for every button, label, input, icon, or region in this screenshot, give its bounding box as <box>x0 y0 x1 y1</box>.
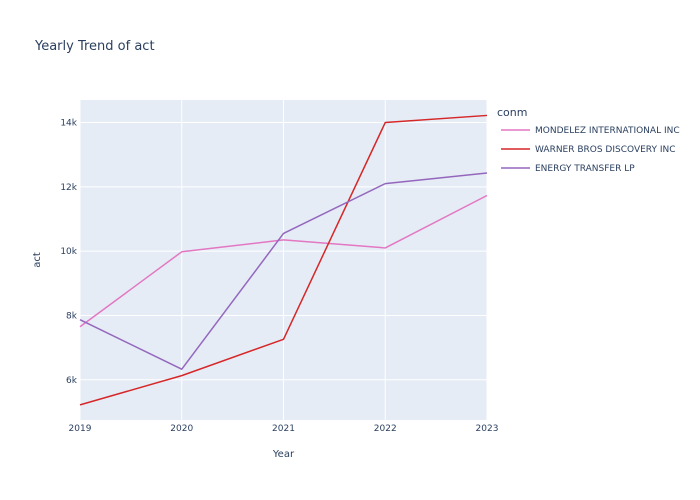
x-tick-label: 2022 <box>374 424 397 434</box>
series-lines <box>79 114 488 406</box>
y-tick-label: 10k <box>60 247 77 257</box>
legend-item[interactable]: ENERGY TRANSFER LP <box>501 164 635 174</box>
x-tick-label: 2020 <box>170 424 193 434</box>
legend-item[interactable]: MONDELEZ INTERNATIONAL INC <box>501 126 680 136</box>
series-line-2[interactable] <box>79 114 488 406</box>
x-axis-title: Year <box>272 449 295 460</box>
x-tick-label: 2019 <box>69 424 92 434</box>
x-axis-ticks: 2019 2020 2021 2022 2023 <box>69 424 499 434</box>
x-tick-label: 2021 <box>272 424 295 434</box>
legend-title: conm <box>497 106 527 119</box>
chart-title: Yearly Trend of act <box>34 39 155 54</box>
y-axis-title: act <box>32 252 43 268</box>
y-tick-label: 8k <box>66 311 78 321</box>
series-line-3[interactable] <box>79 172 488 370</box>
legend-label: MONDELEZ INTERNATIONAL INC <box>535 126 680 136</box>
x-tick-label: 2023 <box>476 424 499 434</box>
y-tick-label: 6k <box>66 376 78 386</box>
y-tick-label: 14k <box>60 119 77 129</box>
legend-label: WARNER BROS DISCOVERY INC <box>535 145 676 155</box>
legend-item[interactable]: WARNER BROS DISCOVERY INC <box>501 145 676 155</box>
legend[interactable]: conm MONDELEZ INTERNATIONAL INC WARNER BR… <box>497 106 680 174</box>
grid <box>79 100 488 420</box>
y-axis-ticks: 6k 8k 10k 12k 14k <box>60 119 77 386</box>
series-line-1[interactable] <box>79 194 488 328</box>
legend-label: ENERGY TRANSFER LP <box>535 164 635 174</box>
y-tick-label: 12k <box>60 183 77 193</box>
